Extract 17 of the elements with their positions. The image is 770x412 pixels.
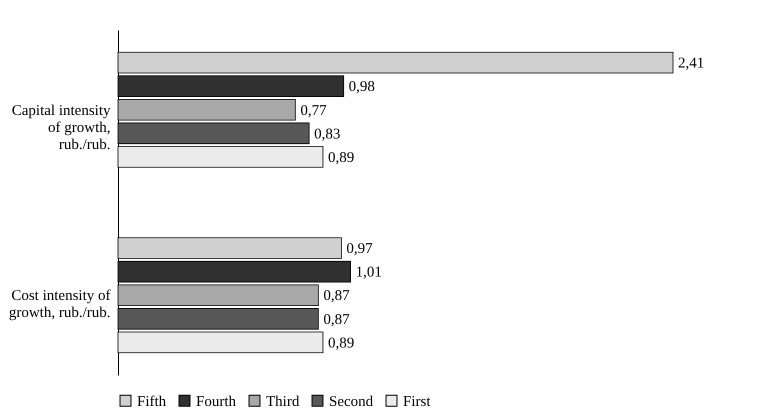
data-label: 0,89 — [328, 150, 354, 166]
y-tick-label: Capital intensity of growth, rub./rub. — [12, 102, 111, 153]
legend-label: Fifth — [137, 394, 167, 410]
legend-label: Fourth — [196, 394, 237, 410]
legend-label: First — [403, 394, 432, 410]
y-tick-label: Cost intensity of growth, rub./rub. — [8, 288, 111, 322]
data-label: 0,87 — [323, 312, 350, 328]
data-label: 0,98 — [348, 79, 375, 96]
data-label: 1,01 — [356, 264, 382, 281]
data-label: 0,77 — [300, 102, 328, 119]
data-label: 0,87 — [323, 288, 350, 304]
data-label: 0,97 — [346, 241, 374, 258]
legend-label: Second — [329, 394, 374, 410]
data-label: 0,89 — [328, 335, 354, 352]
legend-label: Third — [266, 394, 300, 410]
data-label: 2,41 — [678, 56, 704, 72]
data-label: 0,83 — [314, 126, 340, 142]
